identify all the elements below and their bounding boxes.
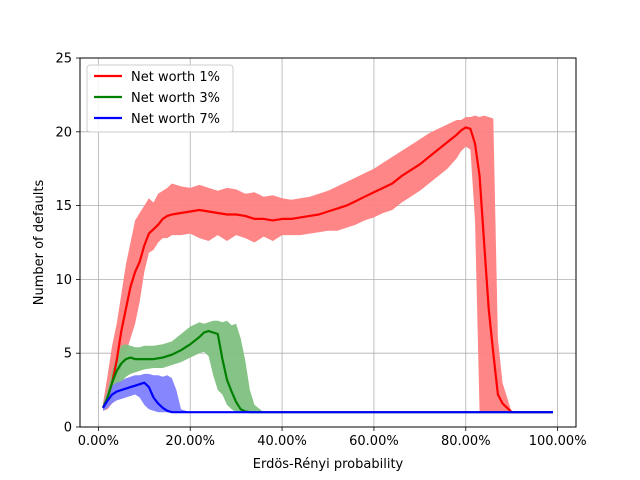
- legend-label-3: Net worth 7%: [131, 112, 220, 127]
- confidence-bands: [103, 115, 553, 413]
- legend-label-2: Net worth 3%: [131, 91, 220, 106]
- y-tick-label: 20: [55, 125, 72, 140]
- y-axis-label: Number of defaults: [32, 180, 47, 306]
- x-tick-label: 20.00%: [165, 434, 215, 449]
- legend: Net worth 1% Net worth 3% Net worth 7%: [86, 64, 234, 133]
- x-tick-label: 100.00%: [529, 434, 587, 449]
- x-axis-label: Erdös-Rényi probability: [253, 457, 404, 472]
- x-tick-label: 40.00%: [257, 434, 307, 449]
- x-tick-label: 0.00%: [78, 434, 119, 449]
- legend-box: [86, 64, 234, 133]
- series-lines: [101, 126, 553, 414]
- y-tick-label: 5: [64, 347, 72, 362]
- series-line-1: [101, 126, 553, 414]
- axis-ticks: 0.00% 20.00% 40.00% 60.00% 80.00% 100.00% 0 5 10…: [55, 52, 586, 450]
- confidence-band-3: [103, 373, 553, 413]
- y-tick-label: 0: [64, 421, 72, 436]
- legend-label-1: Net worth 1%: [131, 70, 220, 85]
- series-line-3: [102, 381, 553, 414]
- y-tick-label: 25: [55, 52, 72, 67]
- plot-frame: [79, 57, 577, 428]
- confidence-band-2: [103, 320, 553, 413]
- x-tick-label: 80.00%: [441, 434, 491, 449]
- y-tick-label: 10: [55, 273, 72, 288]
- x-tick-label: 60.00%: [349, 434, 399, 449]
- y-tick-label: 15: [55, 199, 72, 214]
